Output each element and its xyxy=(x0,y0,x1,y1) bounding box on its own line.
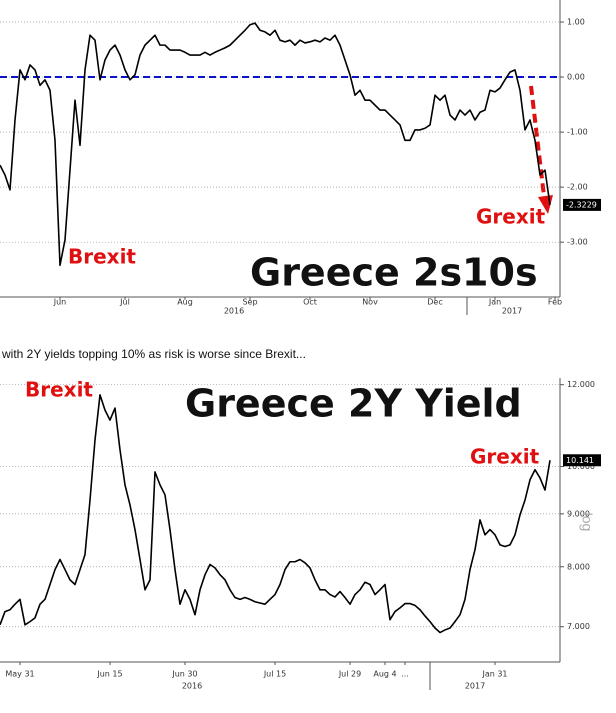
year-label: 2016 xyxy=(224,307,244,316)
last-value-box xyxy=(563,198,601,211)
year-label: 2017 xyxy=(502,307,522,316)
annotation: Grexit xyxy=(470,445,540,469)
x-tick-label: Jun xyxy=(53,298,67,307)
last-value-label: -2.3229 xyxy=(566,200,597,209)
y-tick-label: -1.00 xyxy=(567,128,588,137)
x-tick-label: Feb xyxy=(548,298,562,307)
x-tick-label: Dec xyxy=(427,298,442,307)
annotation: Brexit xyxy=(68,245,136,269)
x-tick-label: Aug 4 xyxy=(373,670,396,679)
x-tick-label: Aug xyxy=(177,298,193,307)
year-label: 2016 xyxy=(182,682,202,691)
y-tick-label: 7.000 xyxy=(567,622,590,631)
x-tick-label: Sep xyxy=(242,298,257,307)
x-tick-label: Oct xyxy=(303,298,317,307)
annotation: Grexit xyxy=(476,205,546,229)
chart-title: Greece 2Y Yield xyxy=(185,382,522,426)
x-tick-label: Jul xyxy=(119,298,130,307)
y-tick-label: 10.000 xyxy=(567,462,595,471)
x-tick-label: Jan xyxy=(488,298,501,307)
x-tick-label: May 31 xyxy=(5,670,34,679)
y-tick-label: -3.00 xyxy=(567,238,588,247)
y-tick-label: 9.000 xyxy=(567,509,590,518)
x-tick-label: Jun 15 xyxy=(96,670,122,679)
arrow xyxy=(529,85,546,197)
chart-title: Greece 2s10s xyxy=(250,251,538,295)
caption: with 2Y yields topping 10% as risk is wo… xyxy=(1,347,306,361)
last-value-label: 10.141 xyxy=(566,456,594,465)
x-tick-label: Jun 30 xyxy=(171,670,197,679)
year-label: 2017 xyxy=(465,682,485,691)
y-tick-label: 8.000 xyxy=(567,562,590,571)
x-tick-label: Nov xyxy=(362,298,378,307)
x-tick-label: Jul 29 xyxy=(338,670,361,679)
last-value-box xyxy=(563,454,601,467)
y-tick-label: -2.00 xyxy=(567,183,588,192)
y-tick-label: 1.00 xyxy=(567,18,585,27)
x-tick-label: Jan 31 xyxy=(481,670,507,679)
data-line xyxy=(0,394,551,634)
y-tick-label: 0.00 xyxy=(567,73,585,82)
annotation: Brexit xyxy=(25,378,93,402)
scale-note: log xyxy=(579,513,595,532)
x-tick-label: Jul 15 xyxy=(263,670,286,679)
data-line xyxy=(0,22,551,267)
y-tick-label: 12.000 xyxy=(567,380,595,389)
x-tick-label: ... xyxy=(401,670,409,679)
